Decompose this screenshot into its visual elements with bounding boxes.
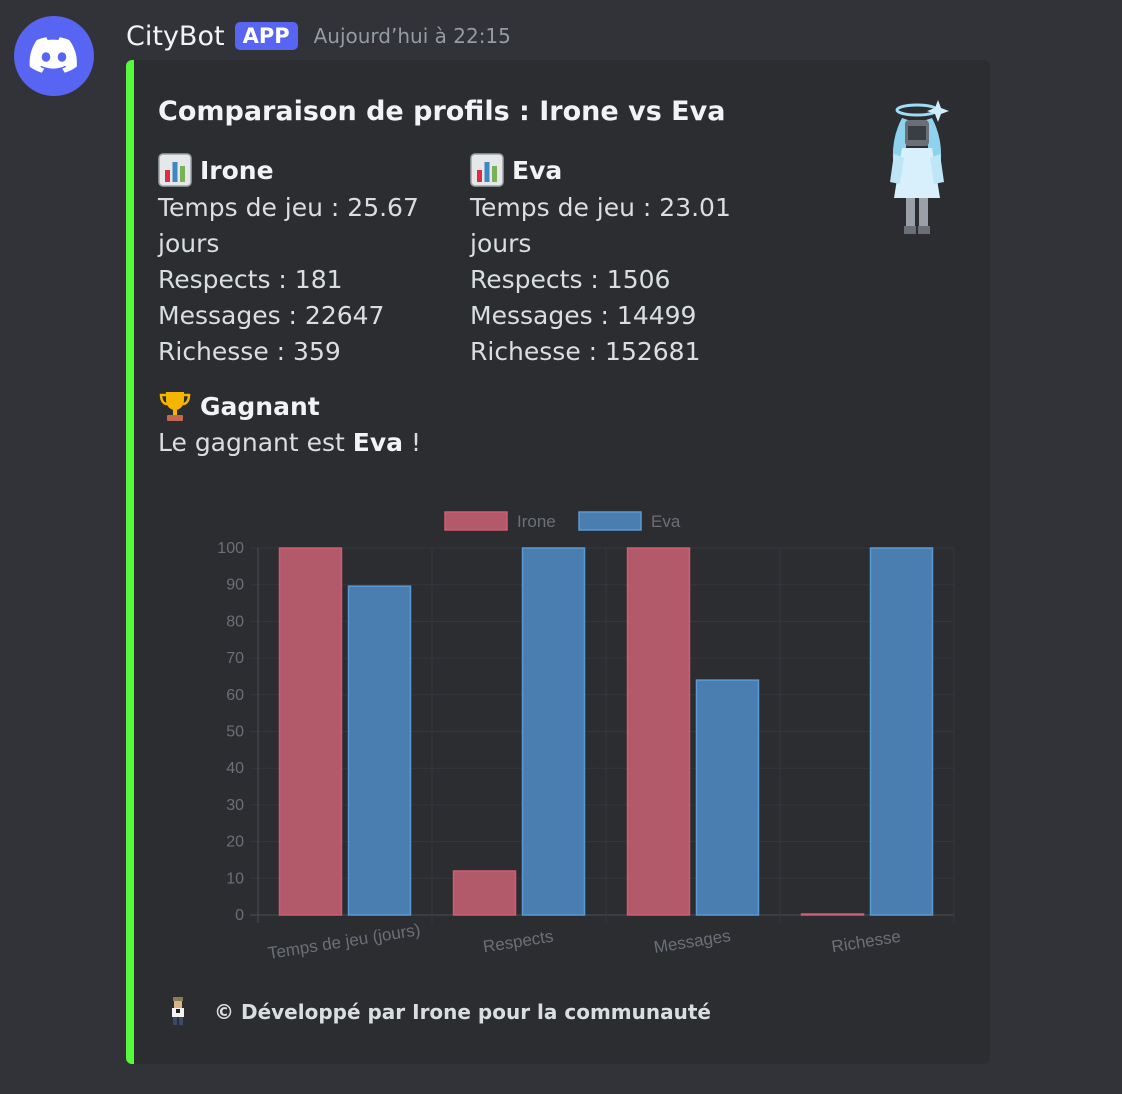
bar-irone: [452, 870, 517, 916]
y-tick-label: 100: [217, 540, 244, 557]
winner-title: Gagnant: [200, 391, 320, 421]
x-tick-label: Respects: [482, 927, 555, 957]
bar-chart-icon: [470, 153, 504, 187]
bar-eva: [521, 547, 586, 916]
field-line: Messages : 22647: [158, 301, 385, 330]
field-line: Respects : 181: [158, 265, 343, 294]
trophy-icon: [159, 392, 191, 421]
embed-title: Comparaison de profils : Irone vs Eva: [158, 96, 726, 127]
winner-name: Eva: [352, 428, 404, 457]
winner-field: Gagnant Le gagnant est Eva !: [158, 388, 422, 458]
field-line: Temps de jeu : 23.01 jours: [470, 193, 731, 258]
legend-label: Eva: [651, 512, 681, 531]
field-line: Respects : 1506: [470, 265, 671, 294]
author-name[interactable]: CityBot: [126, 20, 225, 52]
legend-swatch: [444, 511, 508, 531]
bar-irone: [800, 913, 865, 916]
winner-text: Le gagnant est Eva !: [158, 428, 422, 457]
footer-text: © Développé par Irone pour la communauté: [214, 1000, 711, 1024]
field-line: Messages : 14499: [470, 301, 697, 330]
field-line: Richesse : 359: [158, 337, 341, 366]
pixel-avatar-icon: [172, 997, 184, 1025]
bar-eva: [869, 547, 934, 916]
field-irone: Irone Temps de jeu : 25.67 jours Respect…: [158, 152, 448, 370]
embed-card: Comparaison de profils : Irone vs Eva Ir…: [126, 60, 990, 1064]
character-thumbnail[interactable]: [872, 98, 962, 243]
field-title: Eva: [512, 155, 563, 185]
bar-eva: [347, 585, 412, 916]
bar-irone: [278, 547, 343, 916]
field-eva: Eva Temps de jeu : 23.01 jours Respects …: [470, 152, 760, 370]
y-tick-label: 60: [226, 687, 244, 704]
y-tick-label: 20: [226, 834, 244, 851]
field-title: Irone: [200, 155, 274, 185]
field-line: Temps de jeu : 25.67 jours: [158, 193, 419, 258]
y-tick-label: 70: [226, 650, 244, 667]
y-tick-label: 10: [226, 870, 244, 887]
app-badge: APP: [234, 22, 298, 50]
y-tick-label: 90: [226, 577, 244, 594]
message-timestamp[interactable]: Aujourd’hui à 22:15: [313, 24, 511, 48]
discord-logo-icon: [29, 37, 77, 73]
bar-chart-icon: [158, 153, 192, 187]
y-tick-label: 50: [226, 724, 244, 741]
embed-footer: © Développé par Irone pour la communauté: [168, 994, 711, 1030]
bar-irone: [626, 547, 691, 916]
y-tick-label: 80: [226, 613, 244, 630]
y-tick-label: 30: [226, 797, 244, 814]
y-tick-label: 0: [235, 907, 244, 924]
comparison-chart[interactable]: 0 10 20 30 40 50 60 70 80 90 100 Temps de jeu (jour…: [158, 492, 978, 962]
legend-swatch: [578, 511, 642, 531]
message-header: CityBot APP Aujourd’hui à 22:15: [126, 18, 511, 54]
x-tick-label: Richesse: [830, 927, 902, 957]
field-values: Temps de jeu : 23.01 jours Respects : 15…: [470, 190, 760, 370]
x-tick-label: Temps de jeu (jours): [267, 920, 422, 962]
legend-label: Irone: [517, 512, 556, 531]
bot-avatar[interactable]: [14, 16, 94, 96]
field-values: Temps de jeu : 25.67 jours Respects : 18…: [158, 190, 448, 370]
y-tick-label: 40: [226, 760, 244, 777]
field-line: Richesse : 152681: [470, 337, 701, 366]
x-tick-label: Messages: [652, 926, 732, 957]
bar-eva: [695, 679, 760, 916]
